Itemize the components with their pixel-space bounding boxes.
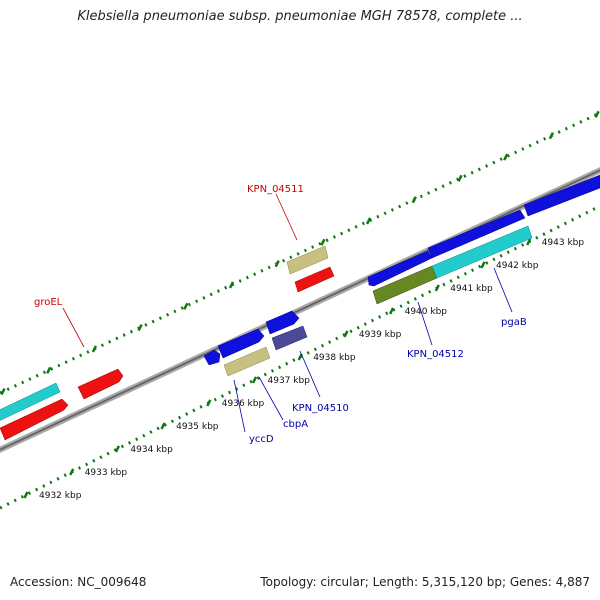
scale-tick-label: 4932 kbp: [39, 491, 82, 501]
scale-tick-label: 4939 kbp: [359, 330, 402, 340]
feature-blue-long[interactable]: [427, 209, 526, 259]
upper-ring-tick: [411, 196, 417, 204]
upper-ring-tick: [320, 238, 326, 246]
scale-tick-label: 4934 kbp: [130, 445, 173, 455]
feature-cyan-left[interactable]: [0, 382, 61, 421]
scale-tick-label: 4933 kbp: [85, 468, 128, 478]
scale-tick-label: 4937 kbp: [268, 376, 311, 386]
scale-tick-label: 4936 kbp: [222, 399, 265, 409]
features: [0, 174, 600, 441]
scale-major-tick: [343, 330, 349, 338]
feature-kpn04510-slate[interactable]: [271, 325, 308, 351]
upper-ring-tick: [228, 281, 235, 289]
upper-ring-ticks: [0, 110, 600, 396]
scale-major-tick: [434, 284, 440, 292]
summary-text: Topology: circular; Length: 5,315,120 bp…: [260, 575, 590, 589]
gene-label-kpn04510[interactable]: KPN_04510: [292, 403, 349, 414]
scale-tick-label: 4942 kbp: [496, 261, 539, 271]
upper-ring-tick: [137, 324, 143, 332]
feature-blue-small[interactable]: [203, 349, 221, 366]
scale-tick-label: 4940 kbp: [405, 307, 448, 317]
scale-major-tick: [526, 238, 532, 246]
scale-major-tick: [114, 445, 121, 453]
feature-blue-kpn04512[interactable]: [367, 250, 433, 287]
gene-label-kpn04512[interactable]: KPN_04512: [407, 349, 464, 360]
feature-blue-edge[interactable]: [523, 174, 600, 217]
gene-labels: groEL KPN_04511 yccD cbpA KPN_04510 KPN_…: [34, 184, 527, 445]
feature-kpn04511-red[interactable]: [294, 266, 335, 293]
scale-tick-label: 4941 kbp: [450, 284, 493, 294]
feature-red-left[interactable]: [0, 398, 69, 441]
scale-major-tick: [206, 399, 212, 407]
feature-blue-right[interactable]: [265, 310, 300, 335]
scale-major-tick: [69, 468, 75, 476]
scale-major-tick: [480, 261, 486, 269]
scale-tick-label: 4935 kbp: [176, 422, 219, 432]
upper-ring-tick: [274, 260, 280, 268]
scale-tick-label: 4938 kbp: [313, 353, 356, 363]
feature-kpn04511-tan[interactable]: [286, 245, 329, 275]
upper-ring-tick: [503, 153, 509, 161]
upper-ring-tick: [365, 217, 372, 225]
gene-label-groel[interactable]: groEL: [34, 297, 63, 308]
scale-ticks: [23, 238, 532, 499]
feature-cyan-pgab[interactable]: [431, 225, 533, 279]
upper-ring-tick: [548, 132, 555, 140]
gene-label-cbpa[interactable]: cbpA: [283, 419, 308, 430]
scale-major-tick: [23, 491, 29, 499]
scale-labels: 4932 kbp 4933 kbp 4934 kbp 4935 kbp 4936 kbp…: [39, 238, 584, 501]
label-leaders: [62, 193, 513, 433]
gene-label-kpn04511[interactable]: KPN_04511: [247, 184, 304, 195]
upper-ring-tick: [594, 110, 600, 118]
feature-yccd-tan[interactable]: [223, 346, 271, 377]
accession-text: Accession: NC_009648: [10, 575, 147, 589]
scale-major-tick: [297, 353, 303, 361]
feature-blue-mid[interactable]: [217, 328, 265, 359]
feature-groel[interactable]: [77, 368, 124, 400]
upper-ring-tick: [91, 345, 98, 353]
upper-ring-tick: [0, 388, 6, 396]
upper-ring-tick: [46, 366, 52, 374]
upper-ring-tick: [457, 174, 463, 182]
scale-major-tick: [160, 422, 166, 430]
scale-major-tick: [251, 376, 258, 384]
gene-label-yccd[interactable]: yccD: [249, 434, 274, 445]
map-title: Klebsiella pneumoniae subsp. pneumoniae …: [77, 9, 523, 24]
upper-ring-tick: [183, 302, 189, 310]
scale-tick-label: 4943 kbp: [542, 238, 585, 248]
genome-backbone: [0, 167, 600, 453]
gene-label-pgab[interactable]: pgaB: [501, 317, 527, 328]
scale-major-tick: [388, 307, 395, 315]
